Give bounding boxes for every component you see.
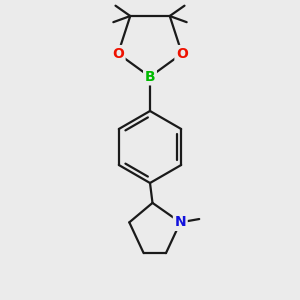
Text: O: O	[176, 46, 188, 61]
Text: N: N	[175, 215, 186, 230]
Text: B: B	[145, 70, 155, 84]
Text: O: O	[112, 46, 124, 61]
